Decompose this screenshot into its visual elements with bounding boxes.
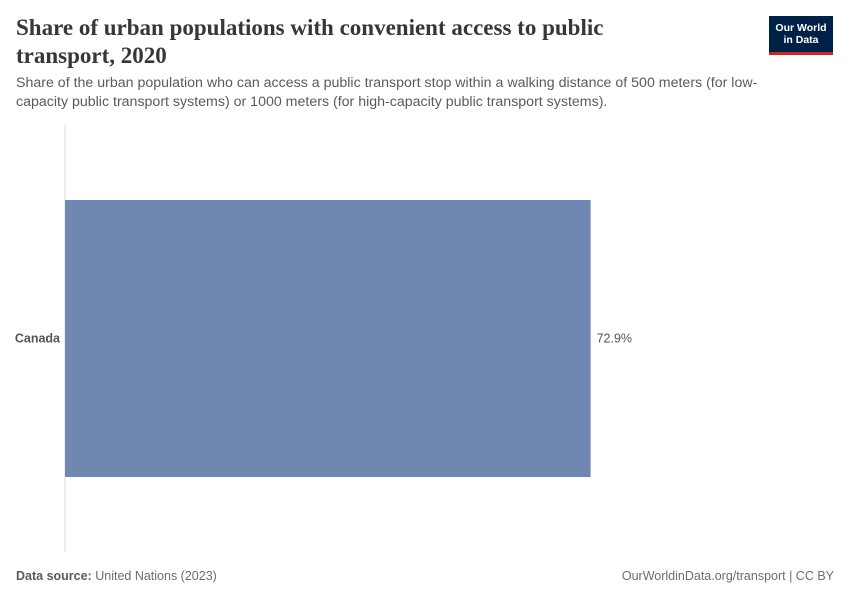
logo-line-2: in Data <box>783 34 819 46</box>
footer-link[interactable]: OurWorldinData.org/transport | CC BY <box>621 569 834 583</box>
chart-subtitle: Share of the urban population who can ac… <box>16 75 758 110</box>
data-source: Data source: United Nations (2023) <box>16 569 217 583</box>
bar-canada[interactable] <box>65 200 591 477</box>
owid-logo[interactable]: Our World in Data <box>769 16 833 55</box>
logo-line-1: Our World <box>775 22 827 34</box>
chart-title: Share of urban populations with convenie… <box>16 15 604 68</box>
data-source-link[interactable]: United Nations (2023) <box>95 569 217 583</box>
category-label: Canada <box>15 332 61 346</box>
data-source-label: Data source: <box>16 569 92 583</box>
value-label: 72.9% <box>597 332 632 346</box>
